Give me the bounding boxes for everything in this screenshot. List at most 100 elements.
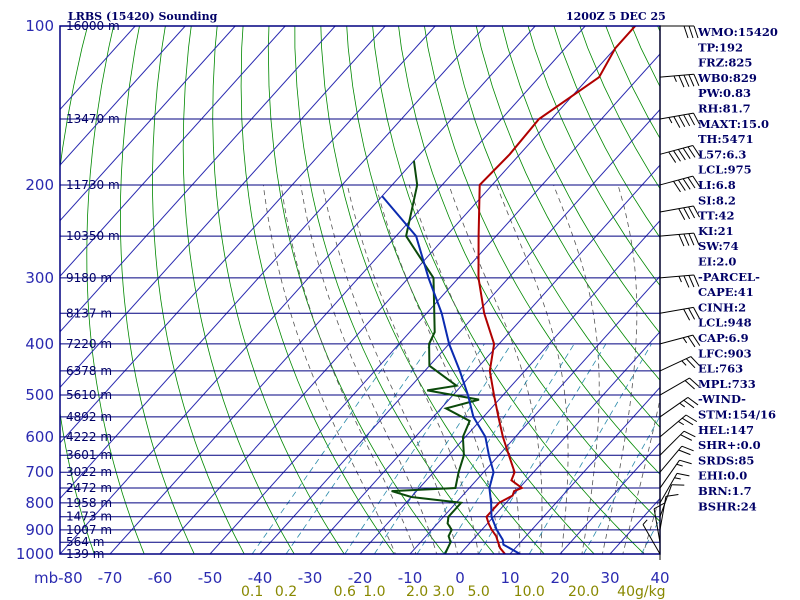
sounding-index: SHR+:0.0: [698, 438, 761, 452]
wind-barb-half-flag: [679, 402, 686, 408]
mixing-ratio-label: 0.1: [241, 584, 263, 600]
sounding-index: CINH:2: [698, 300, 746, 314]
mixing-ratio-label: 2.0: [406, 584, 428, 600]
wind-barb: [659, 414, 698, 438]
moist-adiabat: [601, 184, 638, 554]
sounding-index: SI:8.2: [698, 193, 736, 207]
sounding-index: LI:6.8: [698, 178, 736, 192]
height-label: 10350 m: [66, 229, 120, 243]
mixing-ratio-label: 3.0: [432, 584, 454, 600]
mixing-ratio-axis: 0.1 0.2 0.6 1.0 2.0 3.0 5.0 10.0 20.0 40g/kg: [241, 584, 666, 600]
wind-barb-staff: [659, 377, 690, 396]
temperature-tick-label: 20: [550, 569, 569, 587]
wind-barb-half-flag: [678, 421, 685, 426]
pressure-tick-label: 100: [25, 17, 54, 35]
mixing-ratio-label: 20.0: [568, 584, 599, 600]
moist-adiabat: [448, 184, 543, 554]
wind-barb-flag: [688, 25, 694, 39]
wind-barb: [659, 472, 690, 504]
height-label: 6378 m: [66, 364, 112, 378]
wind-barb-flag: [688, 275, 695, 288]
moist-adiabat: [553, 184, 600, 554]
moist-adiabat: [262, 184, 396, 554]
chart-datetime: 1200Z 5 DEC 25: [566, 10, 666, 23]
sounding-index: RH:81.7: [698, 102, 751, 116]
wind-barb-flag: [692, 334, 701, 346]
sounding-index: SW:74: [698, 239, 739, 253]
temperature-tick-label: -40: [248, 569, 273, 587]
moist-adiabat: [300, 184, 438, 554]
temperature-tick-label: 40: [650, 569, 669, 587]
wind-barb-flag: [683, 233, 690, 246]
isotherm--30: [309, 164, 660, 554]
wind-barb: [659, 274, 700, 288]
wind-barb-flag: [688, 307, 696, 320]
dry-adiabat: [60, 26, 95, 554]
wind-barb-half-flag: [678, 276, 682, 283]
pressure-tick-label: 1000: [16, 545, 54, 563]
isotherm--80: [60, 26, 536, 554]
pressure-tick-label: 500: [25, 386, 54, 404]
wind-barb-half-flag: [642, 519, 648, 525]
wind-barb-flag: [678, 208, 686, 221]
height-label: 1473 m: [66, 510, 112, 524]
sounding-index: TP:192: [698, 40, 743, 54]
wind-barb: [659, 73, 700, 88]
wind-barb-flag: [693, 112, 700, 125]
wind-barb-flag: [665, 494, 679, 497]
mixing-ratio-line: [251, 343, 400, 554]
height-label: 13470 m: [66, 112, 120, 126]
height-label: 7220 m: [66, 337, 112, 351]
wind-barb-staff: [659, 484, 673, 517]
wind-barb-staff: [659, 306, 694, 314]
sounding-index: KI:21: [698, 224, 734, 238]
mixing-ratio-label: 0.2: [275, 584, 297, 600]
temperature-tick-label: -20: [348, 569, 373, 587]
height-label: 3022 m: [66, 465, 112, 479]
wind-barb-flag: [688, 206, 696, 219]
sounding-index: TT:42: [698, 209, 735, 223]
wind-barb-flag: [653, 502, 666, 510]
height-label: 4222 m: [66, 430, 112, 444]
wind-barb: [659, 377, 700, 396]
parcel-line: [381, 195, 521, 554]
mixing-ratio-line: [416, 343, 551, 554]
wind-barb-half-flag: [681, 360, 687, 366]
moist-adiabat: [322, 184, 458, 554]
isotherm--70: [109, 26, 586, 554]
wind-barb-flag: [692, 145, 701, 157]
sounding-index: PW:0.83: [698, 86, 751, 100]
wind-barb-flag: [683, 430, 696, 438]
moist-adiabat: [375, 184, 500, 554]
wind-barb-staff: [659, 397, 689, 418]
temperature-tick-label: -30: [298, 569, 323, 587]
isotherm--10: [409, 275, 660, 554]
mixing-ratio-line: [583, 415, 660, 554]
height-label: 1958 m: [66, 496, 112, 510]
wind-barb-flag: [682, 147, 691, 159]
wind-barb-half-flag: [668, 117, 673, 124]
temperature-axis: mb-80 -70 -60 -50 -40 -30 -20 -10 0 10 20 30 40: [34, 569, 670, 587]
wind-barb-flag: [693, 232, 700, 245]
wind-barb: [659, 397, 699, 418]
wind-barb-flag: [692, 175, 701, 187]
wind-barb-staff: [659, 145, 693, 155]
wind-barb: [659, 306, 700, 321]
wind-barb-flag: [683, 25, 689, 39]
wind-barb: [659, 459, 692, 489]
chart-title: LRBS (15420) Sounding: [68, 10, 218, 23]
wind-barb-half-flag: [674, 477, 681, 480]
sounding-index: STM:154/16: [698, 408, 776, 422]
wind-barb-flag: [683, 399, 695, 409]
wind-barb-flag: [688, 74, 695, 87]
pressure-tick-label: 600: [25, 428, 54, 446]
sounding-index: MPL:733: [698, 377, 756, 391]
sounding-index: WB0:829: [697, 71, 757, 85]
wind-barb-flag: [687, 177, 696, 189]
wind-barb-flag: [678, 75, 685, 88]
wind-barb-flag: [678, 115, 686, 128]
wind-barb-flag: [673, 116, 681, 128]
wind-barb-flag: [687, 146, 696, 158]
height-label: 3601 m: [66, 448, 112, 462]
isotherm-0: [459, 331, 660, 554]
